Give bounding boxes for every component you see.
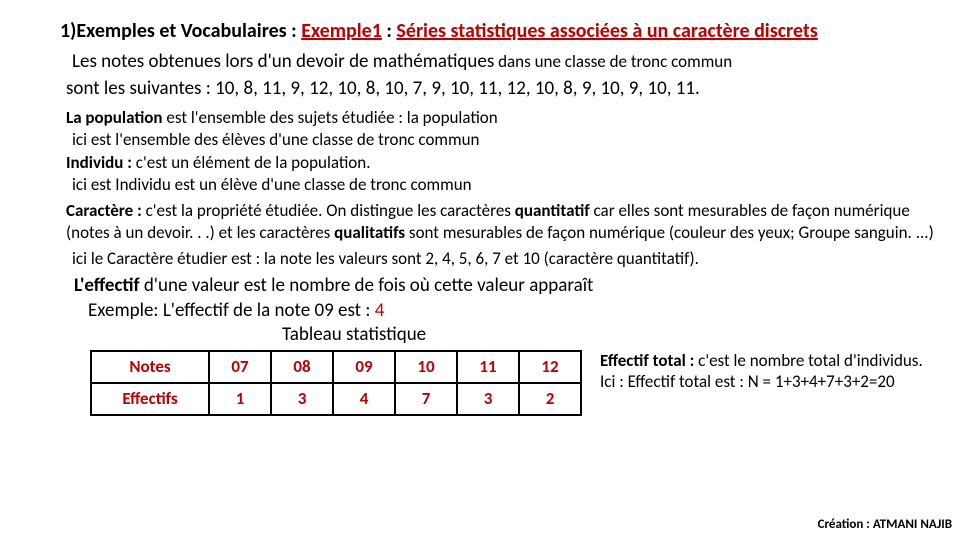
ind-label: Individu : — [66, 152, 132, 173]
table-row: Effectifs 1 3 4 7 3 2 — [91, 383, 581, 415]
efftot-calc: Ici : Effectif total est : N = 1+3+4+7+3… — [600, 371, 923, 392]
car-t3: sont mesurables de façon numérique (coul… — [405, 222, 934, 243]
credit-line: Création : ATMANI NAJIB — [818, 517, 952, 534]
caractere-def: Caractère : c'est la propriété étudiée. … — [66, 200, 950, 244]
cell: 3 — [457, 383, 519, 415]
row-label-notes: Notes — [91, 351, 209, 383]
intro2b: 10, 8, 11, 9, 12, 10, 8, 10, 7, 9, 10, 1… — [215, 77, 700, 100]
car-quant: quantitatif — [515, 200, 590, 221]
population-ex: ici est l'ensemble des élèves d'une clas… — [72, 129, 950, 151]
section-title: 1)Exemples et Vocabulaires : Exemple1 : … — [60, 18, 950, 44]
cell: 1 — [209, 383, 271, 415]
individu-ex: ici est Individu est un élève d'une clas… — [72, 174, 950, 196]
row-label-effectifs: Effectifs — [91, 383, 209, 415]
effectif-def: L'effectif d'une valeur est le nombre de… — [74, 274, 950, 299]
ind-text: c'est un élément de la population. — [132, 152, 371, 173]
intro2a: sont les suivantes : — [66, 77, 215, 100]
eff-text: d'une valeur est le nombre de fois où ce… — [140, 274, 594, 297]
population-def: La population est l'ensemble des sujets … — [66, 107, 950, 129]
pop-label: La population — [66, 107, 163, 128]
stats-table: Notes 07 08 09 10 11 12 Effectifs 1 3 4 … — [90, 350, 582, 416]
pop-text: est l'ensemble des sujets étudiée : la p… — [163, 107, 498, 128]
eff-ex-text: Exemple: L'effectif de la note 09 est : — [88, 299, 375, 322]
individu-def: Individu : c'est un élément de la popula… — [66, 152, 950, 174]
efftot-label: Effectif total : — [600, 350, 694, 371]
intro1a: Les notes obtenues lors d'un devoir de m… — [72, 50, 494, 73]
cell: 2 — [519, 383, 581, 415]
efftot-text: c'est le nombre total d'individus. — [694, 350, 922, 371]
cell: 07 — [209, 351, 271, 383]
cell: 4 — [333, 383, 395, 415]
title-example: Exemple1 — [301, 19, 382, 43]
caractere-ex: ici le Caractère étudier est : la note l… — [72, 248, 950, 270]
cell: 09 — [333, 351, 395, 383]
table-region: Notes 07 08 09 10 11 12 Effectifs 1 3 4 … — [90, 350, 950, 416]
cell: 3 — [271, 383, 333, 415]
intro-line-1: Les notes obtenues lors d'un devoir de m… — [72, 50, 950, 75]
cell: 7 — [395, 383, 457, 415]
title-sep: : — [382, 19, 397, 43]
cell: 10 — [395, 351, 457, 383]
cell: 08 — [271, 351, 333, 383]
table-row: Notes 07 08 09 10 11 12 — [91, 351, 581, 383]
intro1b: dans une classe de tronc commun — [494, 51, 732, 72]
table-title: Tableau statistique — [282, 323, 950, 348]
car-qual: qualitatifs — [334, 222, 405, 243]
effectif-total: Effectif total : c'est le nombre total d… — [600, 350, 923, 393]
eff-ex-val: 4 — [375, 299, 385, 322]
cell: 11 — [457, 351, 519, 383]
car-t1: c'est la propriété étudiée. On distingue… — [142, 200, 515, 221]
car-label: Caractère : — [66, 200, 142, 221]
title-prefix: 1)Exemples et Vocabulaires : — [60, 19, 301, 43]
title-series: Séries statistiques associées à un carac… — [396, 19, 817, 43]
intro-line-2: sont les suivantes : 10, 8, 11, 9, 12, 1… — [66, 77, 950, 102]
eff-label: L'effectif — [74, 274, 140, 297]
cell: 12 — [519, 351, 581, 383]
effectif-ex: Exemple: L'effectif de la note 09 est : … — [88, 299, 950, 324]
